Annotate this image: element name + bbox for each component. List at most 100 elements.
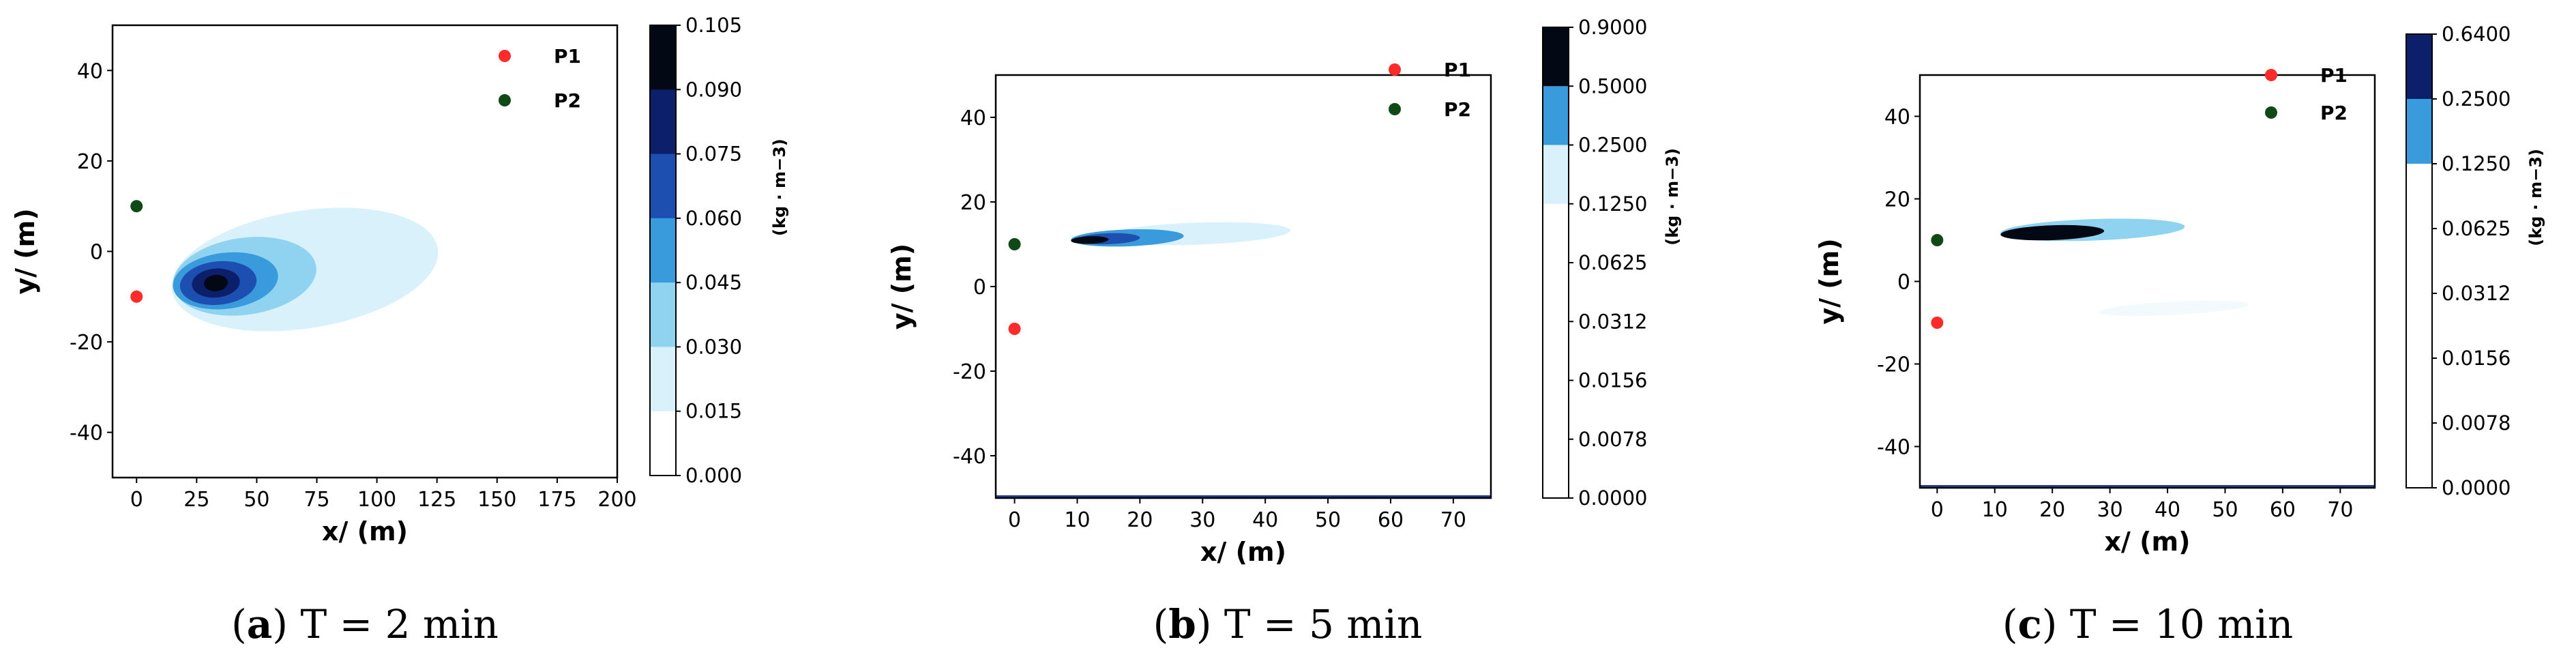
y-tick-label: 40 bbox=[1884, 106, 1910, 130]
colorbar-label: (kg · m−3) bbox=[770, 138, 789, 236]
colorbar-label: (kg · m−3) bbox=[2526, 149, 2545, 246]
panel-caption: (c) T = 10 min bbox=[2002, 601, 2293, 647]
x-tick-label: 60 bbox=[2270, 498, 2296, 522]
legend-label: P1 bbox=[1444, 59, 1471, 81]
y-tick-label: 0 bbox=[973, 276, 986, 300]
colorbar-tick-label: 0.1250 bbox=[2442, 152, 2511, 175]
caption-paren: ) bbox=[1196, 601, 1212, 647]
x-tick-label: 25 bbox=[183, 488, 209, 512]
legend-marker bbox=[1389, 103, 1401, 115]
chart-panel-c: 0 10 20 30 40 50 60 70 40 20 0 -20 -40 x/ (m) y/ (m) P1… bbox=[1814, 23, 2545, 647]
colorbar-tick-label: 0.1250 bbox=[1578, 192, 1647, 216]
y-tick-label: -40 bbox=[70, 422, 103, 446]
y-tick-label: -40 bbox=[953, 445, 986, 469]
legend-marker bbox=[1389, 63, 1401, 76]
x-tick-label: 50 bbox=[2212, 498, 2238, 522]
legend-marker bbox=[499, 94, 511, 106]
colorbar-tick-label: 0.105 bbox=[685, 14, 742, 37]
point-p1 bbox=[1008, 323, 1021, 335]
colorbar-tick-label: 0.090 bbox=[685, 78, 742, 101]
x-tick-label: 125 bbox=[417, 488, 456, 512]
legend-label: P2 bbox=[554, 89, 581, 112]
x-tick-label: 30 bbox=[2097, 498, 2123, 522]
colorbar-frame bbox=[649, 25, 677, 476]
point-p2 bbox=[1931, 234, 1944, 246]
colorbar-tick-label: 0.0078 bbox=[1578, 428, 1647, 451]
colorbar: 0.9000 0.5000 0.2500 0.1250 0.0625 0.0312 0.01… bbox=[1542, 16, 1682, 510]
colorbar-tick-label: 0.0000 bbox=[1578, 486, 1647, 510]
y-tick-label: 0 bbox=[1897, 271, 1910, 295]
colorbar-band bbox=[2406, 34, 2432, 100]
plot-area bbox=[1920, 75, 2375, 488]
caption-paren: ) bbox=[2042, 601, 2058, 647]
colorbar: 0.6400 0.2500 0.1250 0.0625 0.0312 0.0156 0.00… bbox=[2405, 23, 2545, 499]
colorbar-band bbox=[2406, 229, 2432, 294]
caption-text: T = 5 min bbox=[1212, 601, 1423, 647]
colorbar-band bbox=[650, 154, 676, 219]
legend-label: P2 bbox=[1444, 98, 1471, 121]
colorbar-band bbox=[1543, 86, 1569, 145]
x-tick-label: 0 bbox=[130, 488, 143, 512]
colorbar-band bbox=[1543, 380, 1569, 440]
contour-band bbox=[203, 274, 228, 291]
x-tick-label: 60 bbox=[1378, 508, 1404, 532]
x-tick-label: 10 bbox=[1982, 498, 2008, 522]
y-tick-label: -20 bbox=[70, 331, 103, 355]
contour-plume bbox=[2000, 218, 2249, 317]
colorbar-band bbox=[2406, 358, 2432, 424]
x-tick-label: 40 bbox=[1252, 508, 1278, 532]
legend-label: P2 bbox=[2320, 102, 2348, 124]
colorbar-tick-label: 0.0312 bbox=[2442, 282, 2511, 305]
colorbar-band bbox=[1543, 27, 1569, 87]
point-p1 bbox=[1931, 317, 1944, 329]
y-tick-label: 20 bbox=[77, 150, 103, 174]
x-tick-label: 30 bbox=[1189, 508, 1215, 532]
point-p1 bbox=[130, 290, 143, 303]
contour-band bbox=[2000, 224, 2105, 241]
colorbar-band bbox=[650, 347, 676, 412]
colorbar-tick-label: 0.5000 bbox=[1578, 74, 1647, 98]
colorbar-band bbox=[1543, 263, 1569, 322]
x-tick-label: 40 bbox=[2155, 498, 2180, 522]
x-tick-label: 175 bbox=[537, 488, 576, 512]
colorbar-band bbox=[2406, 293, 2432, 359]
colorbar-tick-label: 0.0312 bbox=[1578, 310, 1647, 333]
x-axis-label: x/ (m) bbox=[2105, 527, 2191, 557]
x-tick-label: 20 bbox=[1127, 508, 1153, 532]
colorbar-label: (kg · m−3) bbox=[1663, 148, 1682, 246]
caption-paren: ) bbox=[272, 601, 288, 647]
x-axis-label: x/ (m) bbox=[322, 516, 408, 546]
caption-paren: ( bbox=[1153, 601, 1169, 647]
caption-paren: ( bbox=[231, 601, 247, 647]
x-tick-label: 50 bbox=[243, 488, 269, 512]
x-tick-label: 70 bbox=[1440, 508, 1466, 532]
y-tick-label: 40 bbox=[960, 106, 986, 130]
colorbar-tick-label: 0.045 bbox=[685, 271, 742, 294]
colorbar-band bbox=[1543, 439, 1569, 499]
colorbar-band bbox=[650, 218, 676, 283]
colorbar-band bbox=[650, 25, 676, 90]
y-tick-label: -20 bbox=[953, 360, 986, 384]
colorbar: 0.105 0.090 0.075 0.060 0.045 0.030 0.015 0.000… bbox=[649, 14, 789, 487]
colorbar-band bbox=[650, 411, 676, 476]
contour-plume bbox=[1071, 222, 1290, 247]
panel-caption: (b) T = 5 min bbox=[1153, 601, 1423, 647]
y-axis-label: y/ (m) bbox=[1814, 238, 1844, 324]
x-tick-label: 200 bbox=[597, 488, 636, 512]
colorbar-band bbox=[650, 89, 676, 155]
colorbar-tick-label: 0.2500 bbox=[2442, 87, 2511, 111]
contour-plume bbox=[171, 207, 439, 332]
x-axis-label: x/ (m) bbox=[1200, 537, 1286, 567]
x-tick-label: 0 bbox=[1931, 498, 1944, 522]
x-tick-label: 20 bbox=[2039, 498, 2065, 522]
colorbar-tick-label: 0.030 bbox=[685, 335, 742, 358]
colorbar-band bbox=[1543, 203, 1569, 263]
x-tick-label: 0 bbox=[1008, 508, 1021, 532]
legend-label: P1 bbox=[2320, 64, 2348, 87]
y-tick-label: 0 bbox=[90, 241, 103, 265]
legend-marker bbox=[2265, 106, 2277, 119]
legend-marker bbox=[499, 50, 511, 62]
colorbar-tick-label: 0.9000 bbox=[1578, 16, 1647, 39]
contour-band bbox=[1071, 236, 1109, 244]
